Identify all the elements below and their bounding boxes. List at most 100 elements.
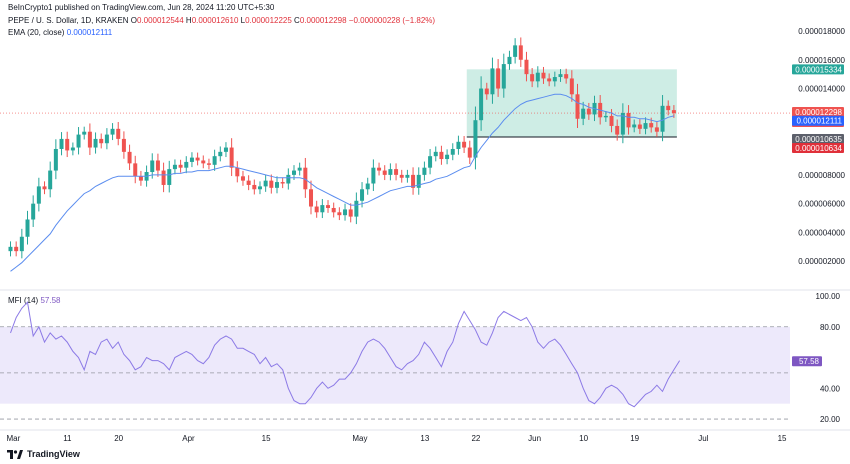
ohlc-legend: PEPE / U. S. Dollar, 1D, KRAKEN O0.00001… xyxy=(8,16,436,25)
candle-body xyxy=(42,186,47,190)
price-axis-label: 0.000014000 xyxy=(798,85,845,94)
candle-body xyxy=(513,45,518,57)
candle-body xyxy=(331,207,336,213)
price-tag xyxy=(792,115,844,126)
candle-body xyxy=(450,148,455,155)
candle-body xyxy=(473,120,478,158)
candle-body xyxy=(269,180,274,188)
price-axis-label: 0.000008000 xyxy=(798,171,845,180)
candle-body xyxy=(87,131,92,148)
candle-body xyxy=(309,189,314,207)
candle-body xyxy=(348,209,353,217)
price-tag-label: 0.000010635 xyxy=(795,135,842,144)
mfi-value: 57.58 xyxy=(40,296,61,305)
price-axis-label: 0.000004000 xyxy=(798,228,845,237)
price-tag xyxy=(792,142,844,153)
candle-body xyxy=(326,205,331,208)
candle-body xyxy=(70,147,75,151)
low-value: 0.000012225 xyxy=(245,16,292,25)
candle-body xyxy=(649,123,654,128)
mfi-legend[interactable]: MFI (14) 57.58 xyxy=(8,296,61,305)
candle-body xyxy=(223,147,228,152)
candle-body xyxy=(121,138,126,152)
candle-body xyxy=(422,167,427,175)
candle-body xyxy=(320,205,325,213)
candle-body xyxy=(564,74,569,79)
candle-body xyxy=(218,151,223,157)
candle-body xyxy=(104,134,109,144)
candle-body xyxy=(626,113,631,128)
candle-body xyxy=(439,151,444,160)
candle-body xyxy=(518,45,523,60)
x-axis-label: 22 xyxy=(471,434,480,443)
x-axis-label: May xyxy=(352,434,367,443)
tradingview-logo-icon xyxy=(7,449,23,459)
high-value: 0.000012610 xyxy=(191,16,239,25)
candle-body xyxy=(541,72,546,79)
footer-brand: TradingView xyxy=(27,449,80,459)
candle-body xyxy=(377,167,382,171)
candle-body xyxy=(297,167,302,171)
candle-body xyxy=(416,174,421,188)
candle-body xyxy=(433,151,438,157)
candle-body xyxy=(547,78,552,82)
x-axis-label: 20 xyxy=(114,434,123,443)
mfi-axis-label: 20.00 xyxy=(820,415,841,424)
candle-body xyxy=(14,246,19,252)
candle-body xyxy=(530,74,535,82)
price-tag-label: 0.000012298 xyxy=(795,108,842,117)
candle-body xyxy=(53,148,58,171)
candle-body xyxy=(167,169,172,185)
candle-body xyxy=(65,138,70,151)
candle-body xyxy=(581,108,586,119)
candle-body xyxy=(371,167,376,184)
candle-body xyxy=(354,200,359,217)
candle-body xyxy=(343,209,348,216)
candle-body xyxy=(48,170,53,190)
candle-body xyxy=(263,180,268,187)
x-axis-label: 19 xyxy=(630,434,639,443)
ema-line xyxy=(10,93,675,272)
candle-body xyxy=(292,170,296,175)
candle-body xyxy=(116,128,121,139)
tradingview-footer[interactable]: TradingView xyxy=(7,449,80,459)
candle-body xyxy=(405,174,410,178)
candle-body xyxy=(235,167,240,177)
price-tag xyxy=(792,64,844,75)
candle-body xyxy=(161,170,166,185)
candle-body xyxy=(609,115,614,126)
candle-body xyxy=(303,167,308,190)
candle-body xyxy=(586,108,591,115)
candle-body xyxy=(59,138,64,149)
x-axis-label: Mar xyxy=(7,434,21,443)
candle-body xyxy=(615,125,620,135)
candle-body xyxy=(172,164,177,170)
candle-body xyxy=(484,88,489,95)
price-tag-label: 0.000015334 xyxy=(795,65,842,74)
candle-body xyxy=(524,59,529,75)
mfi-line xyxy=(10,301,681,408)
candle-body xyxy=(82,131,87,135)
candle-body xyxy=(552,77,557,82)
candle-body xyxy=(150,160,155,173)
x-axis-label: Jun xyxy=(528,434,541,443)
symbol-label[interactable]: PEPE / U. S. Dollar, 1D, KRAKEN xyxy=(8,16,129,25)
candle-body xyxy=(184,161,189,168)
candle-body xyxy=(36,186,41,204)
candle-body xyxy=(252,184,257,190)
ema-legend[interactable]: EMA (20, close) 0.000012111 xyxy=(8,28,112,37)
price-axis-label: 0.000016000 xyxy=(798,56,845,65)
candle-body xyxy=(632,124,637,128)
candle-body xyxy=(360,189,365,201)
candle-body xyxy=(445,154,450,160)
publish-info: BeInCrypto1 published on TradingView.com… xyxy=(8,3,275,12)
candle-body xyxy=(93,138,98,148)
mfi-axis-label: 80.00 xyxy=(820,323,841,332)
candle-body xyxy=(19,236,24,252)
price-tag xyxy=(792,133,844,144)
candle-body xyxy=(286,174,291,184)
candle-body xyxy=(428,156,433,168)
candle-body xyxy=(666,105,671,111)
candle-body xyxy=(31,203,36,220)
